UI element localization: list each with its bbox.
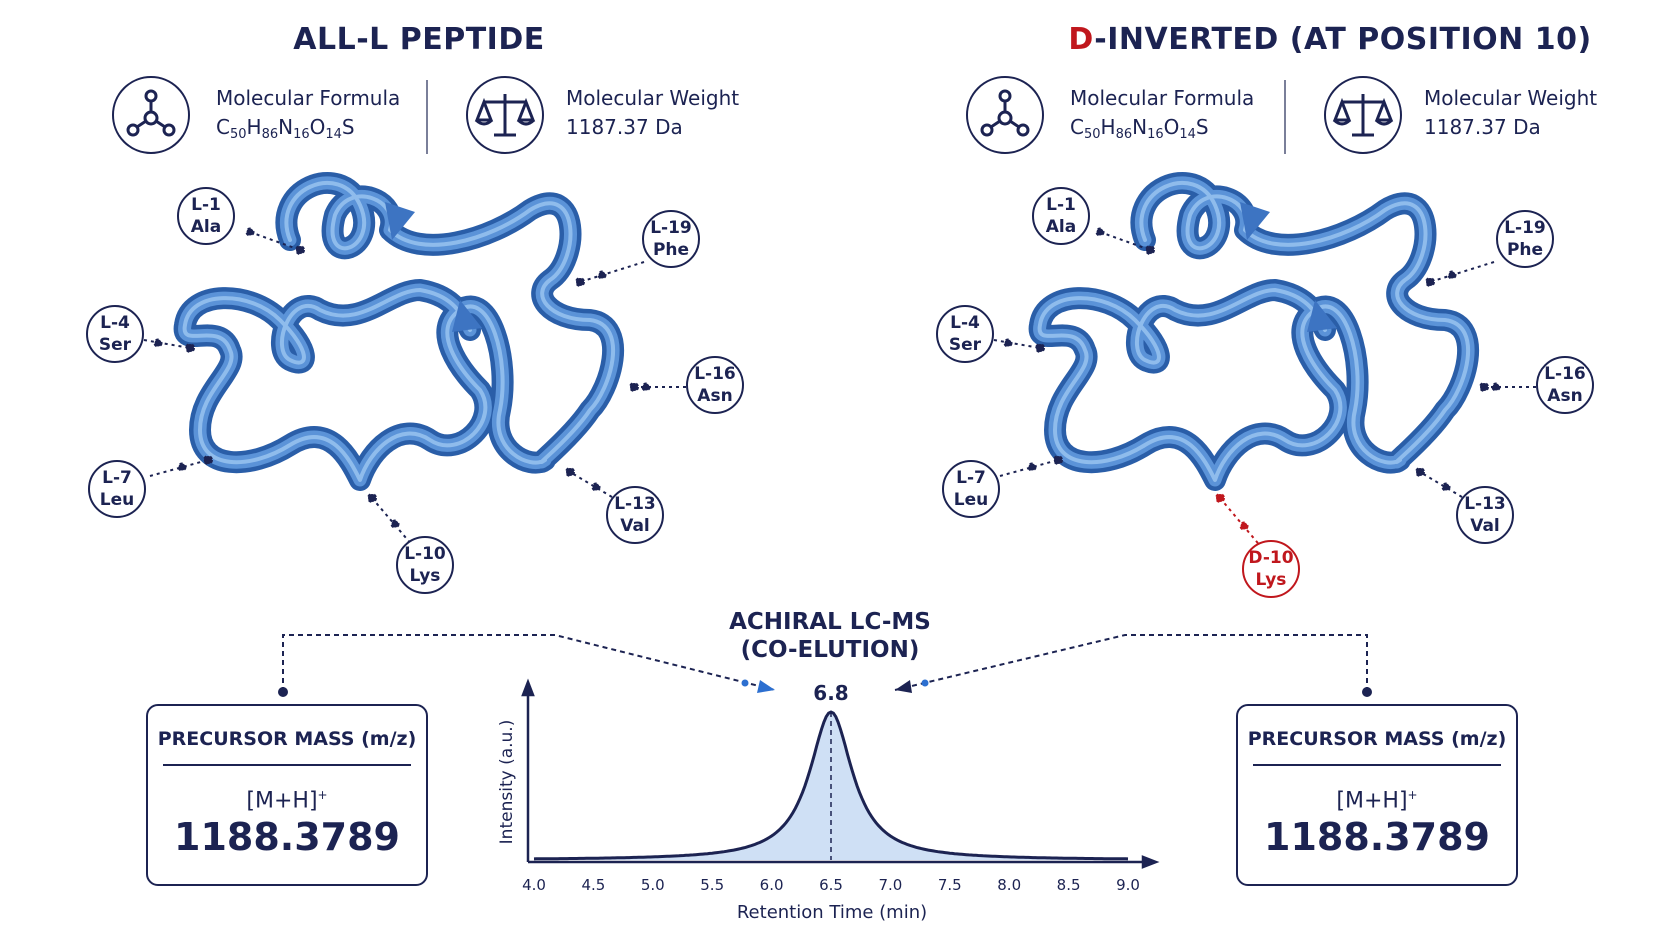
balance-scale-icon [466,76,544,154]
left-residue-phe: L-19 Phe [642,210,700,268]
formula-value: C50H86N16O14S [1070,115,1209,142]
right-residue-leu: L-7 Leu [942,460,1000,518]
right-info-row: Molecular Formula C50H86N16O14S Molecula… [966,74,1597,164]
right-precursor-mass-box: PRECURSOR MASS (m/z) [M+H]+ 1188.3789 [1236,704,1518,886]
right-residue-d-lys: D-10 Lys [1242,540,1300,598]
weight-value: 1187.37 Da [1424,115,1541,139]
left-residue-connectors [143,227,686,546]
info-separator [1284,80,1286,154]
title-rest: -INVERTED (AT POSITION 10) [1094,22,1592,57]
left-residue-asn: L-16 Asn [686,356,744,414]
left-residue-ala: L-1 Ala [177,187,235,245]
right-flow-arrow [894,634,1368,692]
mass-box-title: PRECURSOR MASS (m/z) [157,728,417,750]
weight-value: 1187.37 Da [566,115,683,139]
right-panel-title: D-INVERTED (AT POSITION 10) [1060,22,1600,57]
right-residue-connectors [993,227,1536,498]
left-residue-val: L-13 Val [606,486,664,544]
right-residue-val: L-13 Val [1456,486,1514,544]
molecule-icon [966,76,1044,154]
left-precursor-mass-box: PRECURSOR MASS (m/z) [M+H]+ 1188.3789 [146,704,428,886]
mass-value: 1188.3789 [174,815,400,860]
weight-label: Molecular Weight [566,86,740,110]
formula-value: C50H86N16O14S [216,115,355,142]
left-panel-title: ALL-L PEPTIDE [293,22,545,57]
right-residue-ala: L-1 Ala [1032,187,1090,245]
left-formula: Molecular Formula C50H86N16O14S [216,84,400,149]
mass-box-divider [163,764,411,766]
mass-box-divider [1253,764,1501,766]
right-formula: Molecular Formula C50H86N16O14S [1070,84,1254,149]
right-residue-phe: L-19 Phe [1496,210,1554,268]
right-peptide-ribbon [1040,183,1469,480]
chromatogram-title: ACHIRAL LC-MS (CO-ELUTION) [729,609,931,663]
formula-label: Molecular Formula [216,86,401,110]
left-residue-ser: L-4 Ser [86,305,144,363]
left-weight: Molecular Weight 1187.37 Da [566,84,739,142]
d10-connector [1215,493,1263,549]
balance-scale-icon [1324,76,1402,154]
right-residue-asn: L-16 Asn [1536,356,1594,414]
title-highlight: D [1068,22,1095,57]
molecule-icon [112,76,190,154]
ion-label: [M+H]+ [246,788,328,814]
info-separator [426,80,428,154]
right-weight: Molecular Weight 1187.37 Da [1424,84,1597,142]
left-flow-arrow [282,634,776,692]
left-peptide-ribbon [185,183,614,480]
formula-label: Molecular Formula [1070,86,1255,110]
weight-label: Molecular Weight [1424,86,1598,110]
right-residue-ser: L-4 Ser [936,305,994,363]
left-residue-leu: L-7 Leu [88,460,146,518]
mass-value: 1188.3789 [1264,815,1490,860]
left-residue-lys: L-10 Lys [396,536,454,594]
mass-box-title: PRECURSOR MASS (m/z) [1247,728,1507,750]
ion-label: [M+H]+ [1336,788,1418,814]
left-info-row: Molecular Formula C50H86N16O14S Molecula… [112,74,739,164]
